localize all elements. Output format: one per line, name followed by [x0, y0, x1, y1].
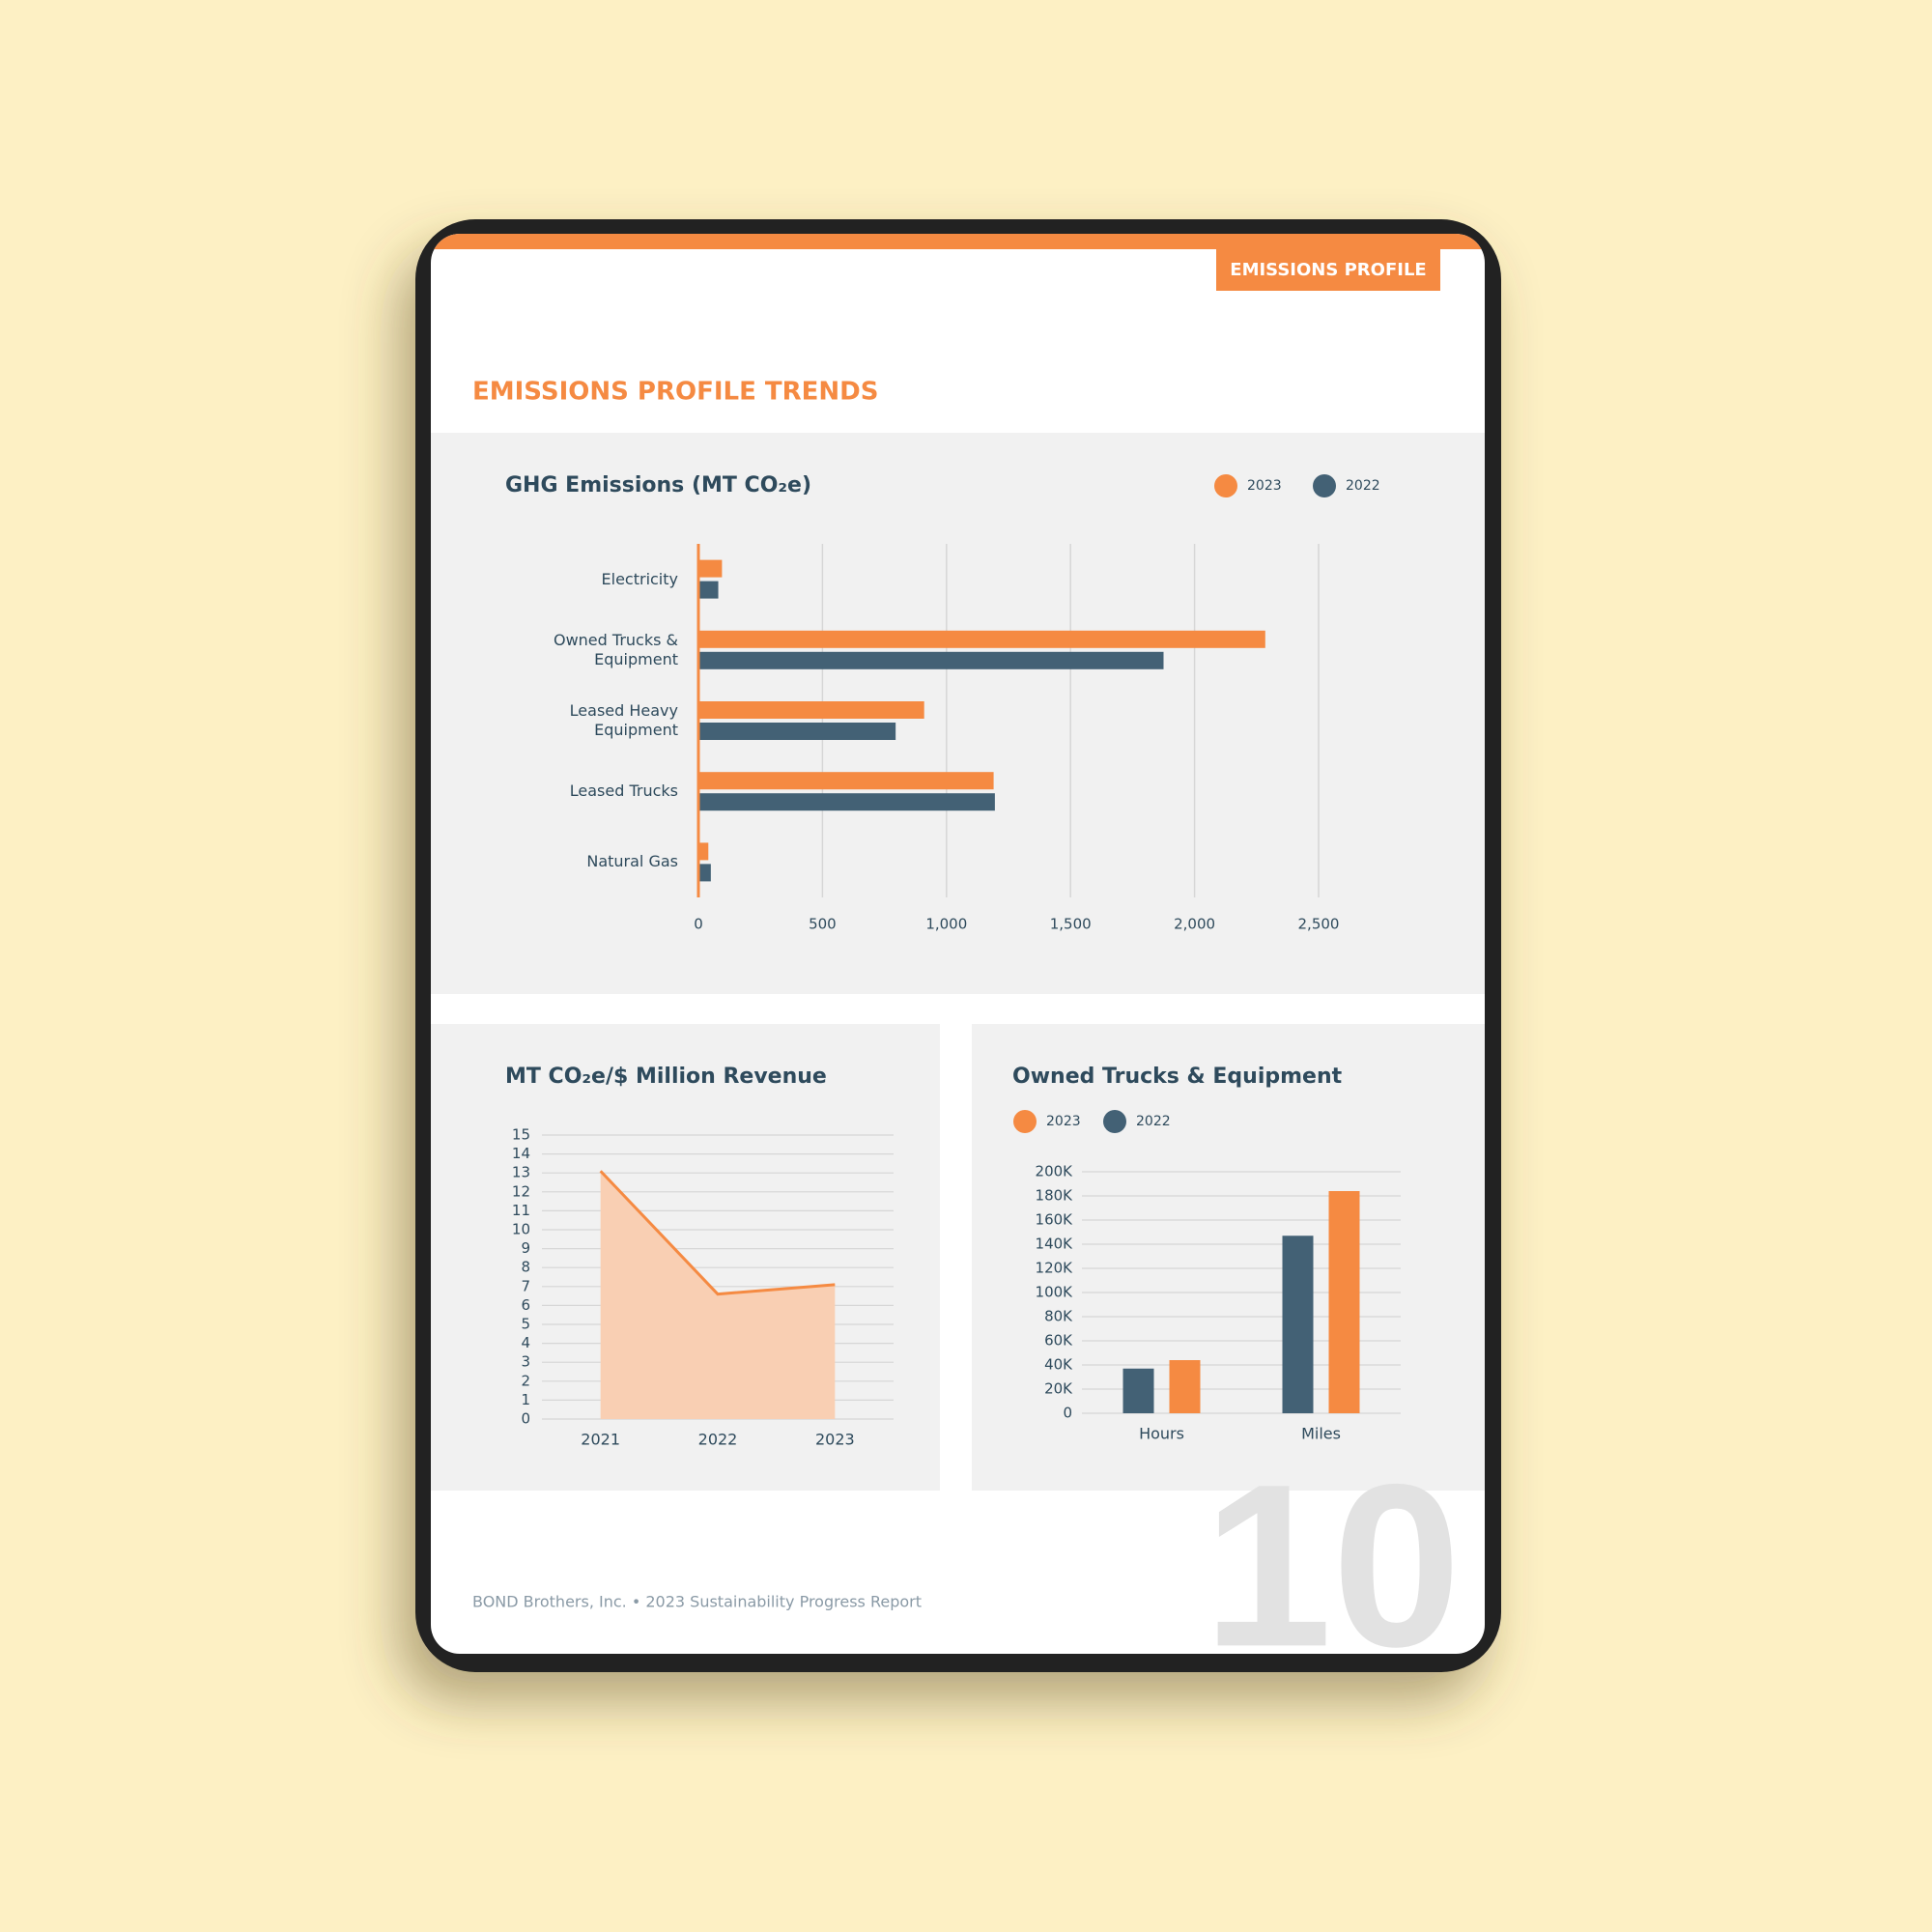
bar: [698, 723, 896, 740]
y-tick-label: 40K: [1044, 1356, 1073, 1374]
x-tick-label: Miles: [1301, 1425, 1341, 1443]
x-tick-label: 2021: [581, 1431, 620, 1449]
bar: [698, 772, 994, 790]
panel: [431, 433, 1485, 994]
y-tick-label: 7: [521, 1277, 530, 1294]
line: [599, 1170, 836, 1296]
tab: [1216, 249, 1440, 291]
bar: [1328, 1191, 1360, 1413]
bar: [698, 793, 995, 811]
y-tick-label: 14: [512, 1145, 530, 1162]
y-tick-label: 11: [512, 1202, 530, 1219]
category-label: Natural Gas: [586, 852, 678, 871]
legend-swatch: [1103, 1110, 1126, 1133]
y-tick-label: 0: [1063, 1405, 1072, 1422]
y-tick-label: 160K: [1036, 1211, 1074, 1229]
y-tick-label: 80K: [1044, 1308, 1073, 1325]
y-tick-label: 9: [521, 1239, 530, 1257]
panel: [431, 1024, 940, 1491]
bar: [698, 559, 723, 578]
y-tick-label: 20K: [1044, 1380, 1073, 1398]
y-tick-label: 15: [512, 1126, 530, 1144]
category-label: Leased Trucks: [569, 781, 678, 801]
category-label: Leased Heavy Equipment: [569, 701, 678, 739]
bar: [698, 630, 1265, 648]
footer-text: BOND Brothers, Inc. • 2023 Sustainabilit…: [472, 1593, 922, 1611]
bar: [698, 701, 924, 719]
y-tick-label: 10: [512, 1221, 530, 1238]
legend-swatch: [1214, 474, 1237, 497]
x-tick-label: 2,000: [1174, 916, 1215, 933]
x-tick-label: 1,500: [1050, 916, 1092, 933]
y-tick-label: 120K: [1036, 1260, 1074, 1277]
page-number: 10: [1204, 1435, 1462, 1694]
y-tick-label: 5: [521, 1316, 530, 1333]
x-tick-label: 0: [694, 916, 703, 933]
chart-title: Owned Trucks & Equipment: [1012, 1065, 1343, 1089]
bar: [698, 651, 1164, 669]
y-tick-label: 12: [512, 1182, 530, 1200]
x-tick-label: 2022: [698, 1431, 738, 1449]
chart-title: GHG Emissions (MT CO₂e): [505, 473, 811, 497]
category-label: Leased Trucks: [569, 781, 678, 801]
bar: [698, 581, 719, 599]
tab-label: EMISSIONS PROFILE: [1230, 260, 1426, 280]
y-tick-label: 60K: [1044, 1332, 1073, 1350]
y-tick-label: 13: [512, 1164, 530, 1181]
screen: EMISSIONS PROFILE EMISSIONS PROFILE TREN…: [431, 234, 1485, 1694]
category-label: Owned Trucks & Equipment: [553, 630, 678, 668]
category-label: Electricity: [601, 569, 678, 588]
x-tick-label: 1,000: [925, 916, 967, 933]
bar: [1122, 1368, 1154, 1413]
y-tick-label: 0: [521, 1410, 530, 1428]
legend-swatch: [1013, 1110, 1037, 1133]
y-tick-label: 100K: [1036, 1284, 1074, 1301]
chart-title: MT CO₂e/$ Million Revenue: [505, 1065, 827, 1089]
y-tick-label: 3: [521, 1353, 530, 1371]
bar: [698, 842, 709, 861]
y-tick-label: 6: [521, 1296, 530, 1314]
top-band: [431, 234, 1485, 249]
legend-label: 2022: [1136, 1114, 1171, 1129]
page-title: EMISSIONS PROFILE TRENDS: [472, 378, 878, 407]
y-tick-label: 1: [521, 1391, 530, 1408]
category-label: Leased Heavy Equipment: [569, 701, 678, 739]
legend-label: 2023: [1046, 1114, 1081, 1129]
x-tick-label: 2023: [815, 1431, 855, 1449]
category-label: Electricity: [601, 569, 678, 588]
x-tick-label: Hours: [1139, 1425, 1184, 1443]
x-tick-label: 2,500: [1298, 916, 1340, 933]
y-tick-label: 180K: [1036, 1187, 1074, 1205]
bar: [698, 864, 711, 882]
legend-label: 2023: [1247, 478, 1282, 494]
legend-swatch: [1313, 474, 1336, 497]
y-tick-label: 140K: [1036, 1236, 1074, 1253]
y-tick-label: 2: [521, 1372, 530, 1389]
bar: [1169, 1360, 1201, 1413]
y-tick-label: 4: [521, 1334, 530, 1351]
category-label: Owned Trucks & Equipment: [553, 630, 678, 668]
legend-label: 2022: [1346, 478, 1380, 494]
y-tick-label: 200K: [1036, 1163, 1074, 1180]
bar: [1282, 1236, 1314, 1413]
panel: [972, 1024, 1485, 1491]
category-label: Natural Gas: [586, 852, 678, 871]
y-tick-label: 8: [521, 1259, 530, 1276]
x-tick-label: 500: [809, 916, 837, 933]
